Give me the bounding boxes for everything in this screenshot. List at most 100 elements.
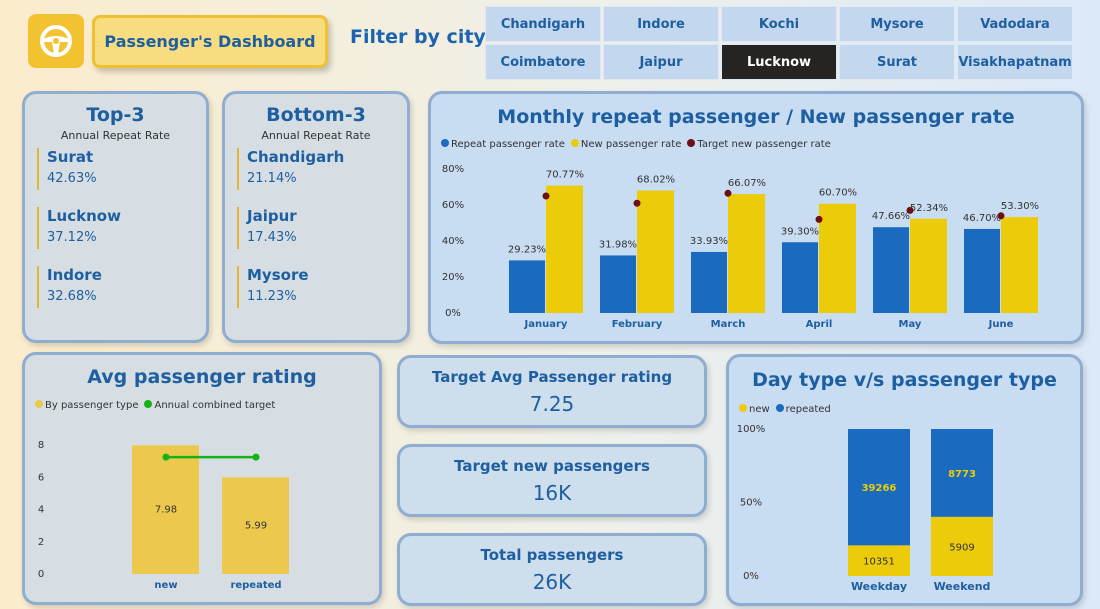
y-tick-label: 60% [442,200,464,211]
daytype-chart: Day type v/s passenger type new repeated… [726,354,1083,606]
bar-new [931,516,993,576]
city-button-surat[interactable]: Surat [839,44,955,80]
chart-plot: 0% 50% 100% 10351 39266 Weekday 5909 8773 Weeken… [737,424,993,593]
y-tick-label: 40% [442,236,464,247]
city-filter: Chandigarh Indore Kochi Mysore Vadodara Coimb… [485,6,1073,80]
bottom3-title: Bottom-3 [266,104,366,126]
rank-item: Mysore 11.23% [237,266,407,308]
y-tick-label: 20% [442,272,464,283]
dashboard-title-button[interactable]: Passenger's Dashboard [92,15,328,68]
data-label: 66.07% [728,178,766,189]
y-tick-label: 4 [38,505,44,516]
rank-item: Chandigarh 21.14% [237,148,407,190]
city-button-jaipur[interactable]: Jaipur [603,44,719,80]
chart-title: Avg passenger rating [87,366,317,388]
y-tick-label: 50% [740,498,762,509]
chart-legend: By passenger type Annual combined target [35,400,275,411]
bar-repeat [691,251,727,313]
data-label: 39.30% [781,226,819,237]
data-label: 52.34% [910,203,948,214]
rank-value: 32.68% [47,289,97,304]
bottom3-subtitle: Annual Repeat Rate [261,129,371,142]
target-point [906,206,914,214]
rank-value: 42.63% [47,171,97,186]
data-label: 53.30% [1001,201,1039,212]
bar-new [910,218,947,313]
city-button-lucknow[interactable]: Lucknow [721,44,837,80]
rank-city: Surat [47,148,94,166]
rank-value: 11.23% [247,289,297,304]
city-button-vadodara[interactable]: Vadodara [957,6,1073,42]
rank-city: Indore [47,266,102,284]
data-label: 7.98 [155,505,177,516]
top3-card: Top-3 Annual Repeat Rate Surat 42.63% Luck… [22,91,209,343]
steering-wheel-icon [40,25,72,57]
kpi-value: 16K [532,480,572,505]
legend-item: repeated [775,404,831,415]
x-tick-label: Weekday [851,580,907,593]
target-point [815,215,823,223]
y-tick-label: 0 [38,569,44,580]
bar-new [1001,217,1038,313]
bar-new [819,203,856,313]
bar-new [728,194,765,313]
kpi-value: 7.25 [529,391,575,416]
y-tick-label: 80% [442,164,464,175]
bar-new [546,185,583,313]
y-tick-label: 0% [445,308,461,319]
bottom3-card: Bottom-3 Annual Repeat Rate Chandigarh 21… [222,91,410,343]
rank-item: Indore 32.68% [37,266,206,308]
kpi-card: Target new passengers 16K [397,444,707,517]
top3-subtitle: Annual Repeat Rate [60,129,171,142]
data-label: 29.23% [508,244,546,255]
chart-plot: 0% 20% 40% 60% 80% 29.23% 70.77% January 31.98% 6… [442,164,1039,330]
data-label: 70.77% [546,170,584,181]
bar-repeat [964,228,1000,313]
x-tick-label: April [806,319,833,330]
top3-title: Top-3 [86,104,145,126]
city-button-visakhapatnam[interactable]: Visakhapatnam [957,44,1073,80]
chart-plot: 0 2 4 6 8 7.98 new 5.99 repeated [38,440,289,591]
rank-city: Lucknow [47,207,121,225]
legend-item: Repeat passenger rate [441,139,565,150]
data-label: 8773 [948,469,976,480]
city-button-mysore[interactable]: Mysore [839,6,955,42]
x-tick-label: March [711,319,746,330]
city-button-chandigarh[interactable]: Chandigarh [485,6,601,42]
rank-city: Jaipur [247,207,297,225]
rank-city: Mysore [247,266,309,284]
data-label: 33.93% [690,236,728,247]
y-tick-label: 0% [743,571,759,582]
x-tick-label: repeated [230,580,281,591]
chart-legend: new repeated [739,404,831,415]
data-label: 31.98% [599,239,637,250]
chart-title: Monthly repeat passenger / New passenger… [497,106,1015,128]
data-label: 5909 [949,542,974,553]
monthly-rate-chart: Monthly repeat passenger / New passenger… [428,91,1084,344]
bar-repeated [848,429,910,546]
data-label: 47.66% [872,211,910,222]
bar-new [637,190,674,313]
data-label: 10351 [863,557,895,568]
data-label: 46.70% [963,213,1001,224]
target-point [542,192,550,200]
y-tick-label: 6 [38,472,44,483]
x-tick-label: May [899,319,922,330]
rank-value: 17.43% [247,230,297,245]
city-button-indore[interactable]: Indore [603,6,719,42]
city-button-coimbatore[interactable]: Coimbatore [485,44,601,80]
rank-item: Surat 42.63% [37,148,206,190]
target-point [252,453,260,461]
x-tick-label: new [154,580,177,591]
legend-item: Annual combined target [144,400,275,411]
rank-value: 37.12% [47,230,97,245]
city-button-kochi[interactable]: Kochi [721,6,837,42]
logo [28,14,84,68]
legend-item: By passenger type [35,400,138,411]
target-point [724,189,732,197]
y-tick-label: 2 [38,537,44,548]
avg-rating-chart: Avg passenger rating By passenger type A… [22,352,382,605]
x-tick-label: Weekend [934,580,991,593]
rank-item: Lucknow 37.12% [37,207,206,249]
kpi-label: Target new passengers [454,456,650,475]
